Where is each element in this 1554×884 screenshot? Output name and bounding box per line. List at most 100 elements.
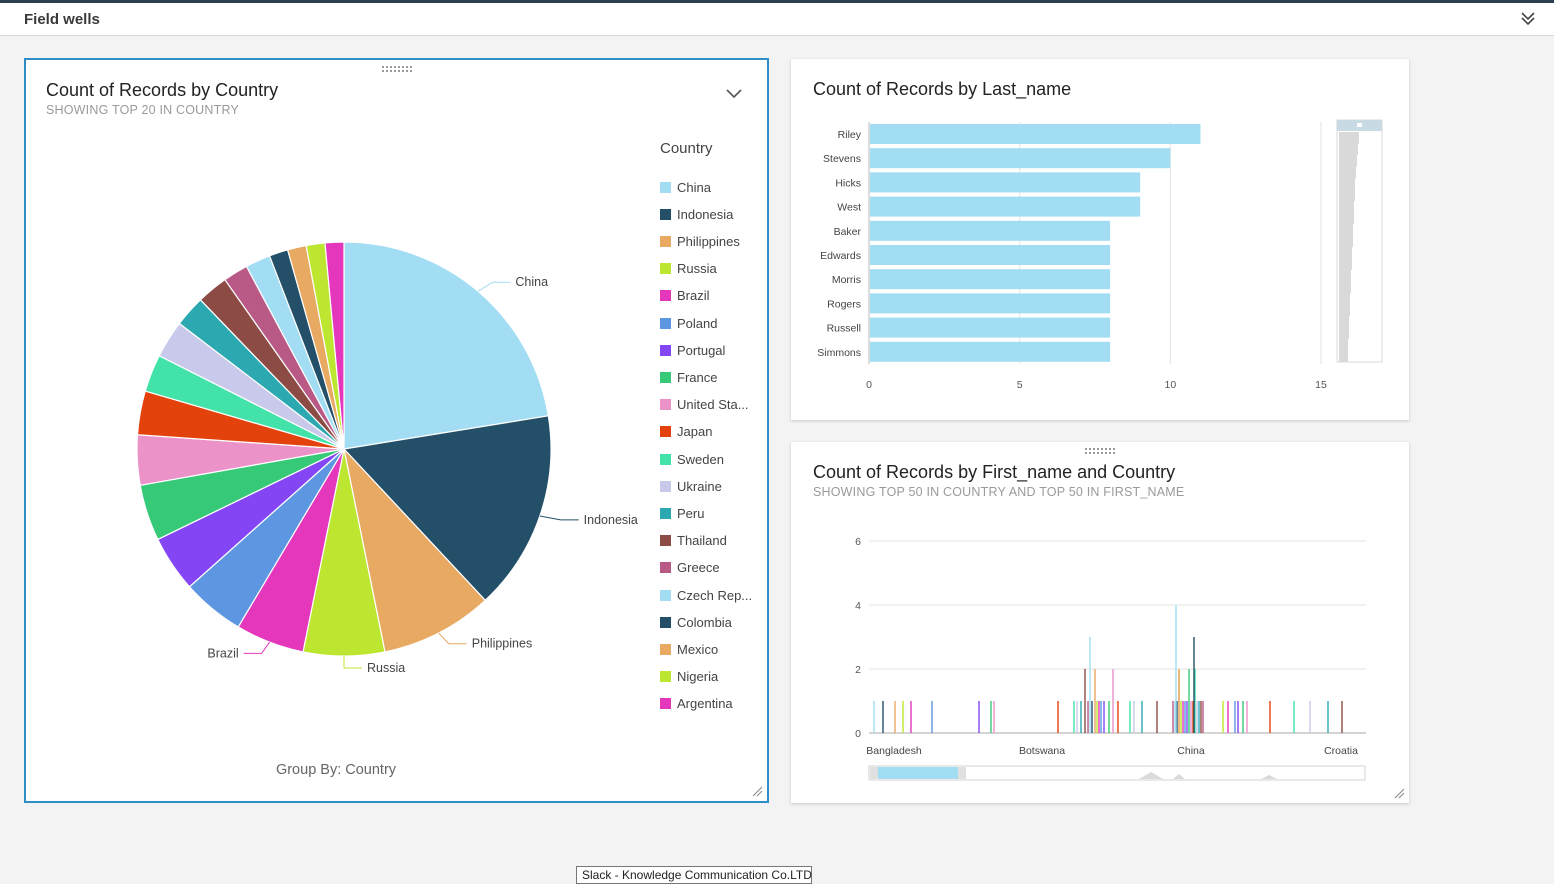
last-name-bar-panel[interactable]: Count of Records by Last_name 0 5 10 15 Rile…: [791, 59, 1409, 420]
legend-swatch: [660, 399, 671, 411]
x-tick-label: China: [1177, 745, 1205, 757]
bar-west[interactable]: [870, 196, 1141, 217]
range-slider-track[interactable]: [868, 765, 1366, 781]
y-tick-label: 2: [855, 664, 861, 676]
legend-label: Thailand: [677, 533, 727, 549]
x-tick-label: Croatia: [1324, 745, 1358, 757]
x-tick-label: Bangladesh: [866, 745, 922, 757]
legend-item[interactable]: Philippines: [660, 232, 740, 250]
bar-edwards[interactable]: [870, 245, 1111, 265]
pie-slice-argentina[interactable]: [324, 241, 345, 450]
pie-label: China: [515, 275, 548, 289]
legend-swatch: [660, 426, 671, 438]
legend-item[interactable]: Indonesia: [660, 205, 733, 223]
resize-handle-icon[interactable]: [751, 785, 763, 797]
y-tick-label: Riley: [838, 129, 862, 141]
drag-handle-icon[interactable]: [1085, 447, 1119, 455]
legend-item[interactable]: Sweden: [660, 450, 724, 468]
legend-item[interactable]: Ukraine: [660, 477, 722, 495]
bar-hicks[interactable]: [870, 172, 1141, 193]
x-tick-label: 15: [1315, 379, 1327, 391]
chevron-down-icon[interactable]: [725, 86, 743, 100]
range-slider-left-handle[interactable]: [870, 767, 878, 779]
legend-label: Colombia: [677, 614, 732, 630]
legend-item[interactable]: Russia: [660, 260, 717, 278]
legend-item[interactable]: Argentina: [660, 695, 733, 713]
legend-item[interactable]: United Sta...: [660, 396, 749, 414]
legend-label: Peru: [677, 505, 705, 521]
legend-swatch: [660, 453, 671, 465]
legend-label: Philippines: [677, 233, 740, 249]
legend-item[interactable]: Greece: [660, 559, 720, 577]
bar-russell[interactable]: [870, 317, 1111, 338]
legend-item[interactable]: Poland: [660, 314, 717, 332]
bar-stevens[interactable]: [870, 148, 1171, 169]
x-tick-label: 5: [1017, 379, 1023, 391]
pie-leader-line: [477, 281, 511, 292]
pie-slice-indonesia[interactable]: [342, 415, 552, 602]
legend-swatch: [660, 562, 671, 574]
legend-item[interactable]: Nigeria: [660, 668, 718, 686]
drag-grip-dots: [382, 66, 412, 72]
legend-swatch: [660, 317, 671, 329]
pie-slice-china[interactable]: [343, 241, 550, 450]
range-slider-window[interactable]: [870, 767, 966, 779]
legend-swatch: [660, 507, 671, 519]
legend-swatch: [660, 263, 671, 275]
legend-item[interactable]: Japan: [660, 423, 712, 441]
scroll-grip-icon: [1357, 123, 1362, 127]
pie-leader-line: [243, 641, 270, 654]
legend-item[interactable]: Colombia: [660, 613, 732, 631]
legend-label: Brazil: [677, 288, 710, 304]
legend-swatch: [660, 290, 671, 302]
bar-rogers[interactable]: [870, 293, 1111, 314]
legend-swatch: [660, 589, 671, 601]
chevron-double-down-icon[interactable]: [1518, 8, 1538, 28]
first-name-country-chart[interactable]: 0 2 4 6 Bangladesh Botswana China Croatia: [791, 522, 1409, 802]
legend-item[interactable]: France: [660, 368, 717, 386]
legend-item[interactable]: Mexico: [660, 640, 718, 658]
bar-baker[interactable]: [870, 220, 1111, 241]
legend-label: Sweden: [677, 451, 724, 467]
last-name-bar-chart[interactable]: 0 5 10 15 Riley Stevens Hicks West Baker Edwards M…: [791, 114, 1409, 414]
x-tick-label: Botswana: [1019, 745, 1065, 757]
legend-item[interactable]: Brazil: [660, 287, 710, 305]
legend-item[interactable]: Portugal: [660, 341, 725, 359]
country-pie-title: Count of Records by Country: [46, 80, 279, 100]
legend-label: Mexico: [677, 641, 719, 657]
top-border: [0, 0, 1554, 3]
drag-grip-dots: [1085, 448, 1115, 454]
legend-label: Ukraine: [677, 478, 722, 494]
legend-swatch: [660, 671, 671, 683]
bar-riley[interactable]: [870, 124, 1201, 144]
resize-handle-icon[interactable]: [1393, 787, 1405, 799]
legend-item[interactable]: Peru: [660, 504, 704, 522]
x-tick-label: 10: [1164, 379, 1176, 391]
first-name-country-panel[interactable]: Count of Records by First_name and Count…: [791, 442, 1409, 803]
legend-label: Argentina: [677, 696, 733, 712]
legend-label: China: [677, 179, 711, 195]
legend-label: Nigeria: [677, 669, 719, 685]
y-tick-label: 4: [855, 600, 861, 612]
legend-item[interactable]: Czech Rep...: [660, 586, 752, 604]
country-pie-subtitle: SHOWING TOP 20 IN COUNTRY: [46, 103, 240, 117]
bar-morris[interactable]: [870, 269, 1111, 290]
legend-item[interactable]: Thailand: [660, 532, 727, 550]
legend-label: Russia: [677, 261, 717, 277]
y-tick-label: Hicks: [835, 177, 861, 189]
taskbar-tooltip: Slack - Knowledge Communication Co.LTD: [576, 866, 812, 884]
y-tick-label: Simmons: [817, 347, 861, 359]
drag-handle-icon[interactable]: [382, 65, 416, 73]
legend-label: Portugal: [677, 342, 726, 358]
y-tick-label: Russell: [827, 323, 861, 335]
legend-swatch: [660, 698, 671, 710]
range-slider-right-handle[interactable]: [958, 767, 966, 779]
legend-item[interactable]: China: [660, 178, 711, 196]
pie-leader-line: [343, 656, 362, 669]
country-pie-chart[interactable]: China Indonesia Philippines Russia Brazil: [26, 120, 646, 760]
y-tick-label: West: [837, 202, 861, 214]
country-pie-panel[interactable]: Count of Records by Country SHOWING TOP …: [24, 58, 769, 803]
bar-simmons[interactable]: [870, 341, 1111, 362]
field-wells-bar[interactable]: Field wells: [0, 3, 1554, 36]
legend-label: France: [677, 369, 718, 385]
